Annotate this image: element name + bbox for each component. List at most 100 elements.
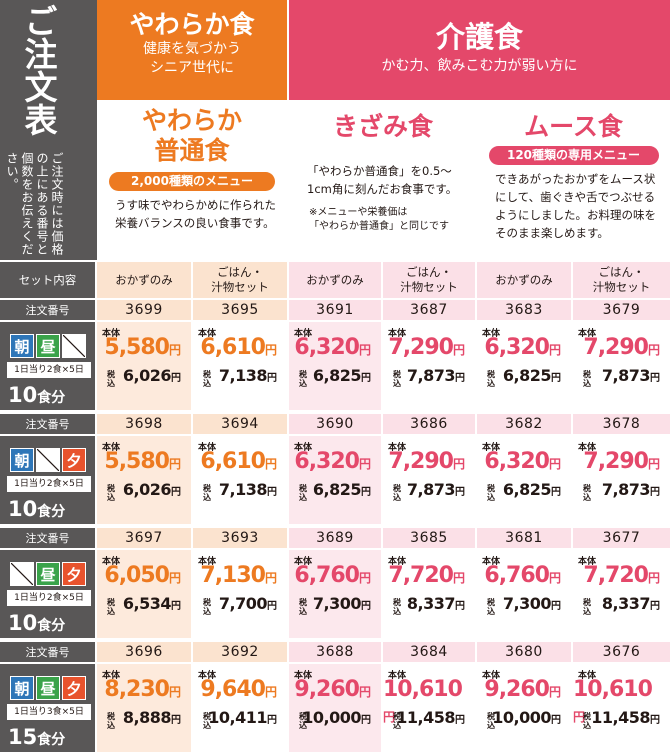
order-number[interactable]: 3683 <box>477 300 571 320</box>
base-price-value: 7,290 <box>388 335 454 360</box>
meal-count: 15食分 <box>8 724 65 752</box>
base-price-value: 10,610 <box>383 677 463 702</box>
panel-kizami-note1: ※メニューや栄養価は <box>309 207 408 218</box>
yen-unit: 円 <box>264 685 277 699</box>
price-cell[interactable]: 本体 7,290円 税込 7,873円 <box>383 436 475 524</box>
order-number[interactable]: 3695 <box>193 300 287 320</box>
yen-unit: 円 <box>452 571 465 585</box>
price-cell[interactable]: 本体 6,320円 税込 6,825円 <box>289 436 381 524</box>
price-cell[interactable]: 本体 9,640円 税込 10,411円 <box>193 664 287 752</box>
meal-icons: 朝昼夕 <box>10 676 88 700</box>
order-number-label: 注文番号 <box>0 414 95 434</box>
order-number[interactable]: 3696 <box>97 642 191 662</box>
order-number[interactable]: 3684 <box>383 642 475 662</box>
dinner-icon: 夕 <box>62 676 86 700</box>
base-price-value: 6,610 <box>200 335 266 360</box>
tax-included-value: 10,000 <box>302 708 361 727</box>
base-price-value: 6,320 <box>294 335 360 360</box>
tax-included-label: 税込 <box>487 484 495 502</box>
tax-included-value: 10,411 <box>208 708 267 727</box>
lunch-icon: 昼 <box>36 334 60 358</box>
order-number[interactable]: 3681 <box>477 528 571 548</box>
tax-included-price: 7,873円 <box>602 480 660 499</box>
tax-included-label: 税込 <box>393 370 401 388</box>
order-number[interactable]: 3678 <box>573 414 670 434</box>
column-header: おかずのみ <box>97 262 191 298</box>
order-number[interactable]: 3677 <box>573 528 670 548</box>
order-number[interactable]: 3699 <box>97 300 191 320</box>
price-cell[interactable]: 本体 9,260円 税込 10,000円 <box>289 664 381 752</box>
tax-included-value: 7,300 <box>502 594 552 613</box>
order-number[interactable]: 3689 <box>289 528 381 548</box>
tax-included-price: 6,825円 <box>313 366 371 385</box>
base-price: 5,580円 <box>104 335 181 360</box>
order-number[interactable]: 3698 <box>97 414 191 434</box>
base-price: 6,610円 <box>200 335 277 360</box>
meal-count: 10食分 <box>8 382 65 411</box>
price-cell[interactable]: 本体 5,580円 税込 6,026円 <box>97 436 191 524</box>
order-number[interactable]: 3680 <box>477 642 571 662</box>
base-price: 7,290円 <box>583 335 660 360</box>
price-cell[interactable]: 本体 5,580円 税込 6,026円 <box>97 322 191 410</box>
per-day-text: 1日当り3食×5日 <box>7 704 91 720</box>
yen-unit: 円 <box>455 487 465 498</box>
order-number[interactable]: 3679 <box>573 300 670 320</box>
tax-included-value: 6,825 <box>312 366 362 385</box>
price-cell[interactable]: 本体 6,320円 税込 6,825円 <box>477 322 571 410</box>
price-cell[interactable]: 本体 6,760円 税込 7,300円 <box>289 550 381 638</box>
price-cell[interactable]: 本体 6,610円 税込 7,138円 <box>193 322 287 410</box>
order-number[interactable]: 3682 <box>477 414 571 434</box>
yen-unit: 円 <box>267 715 277 726</box>
yen-unit: 円 <box>267 601 277 612</box>
price-cell[interactable]: 本体 10,610円 税込 11,458円 <box>383 664 475 752</box>
price-cell[interactable]: 本体 7,720円 税込 8,337円 <box>573 550 670 638</box>
base-price-value: 7,130 <box>200 563 266 588</box>
price-cell[interactable]: 本体 7,130円 税込 7,700円 <box>193 550 287 638</box>
column-header: ごはん・ 汁物セット <box>573 262 670 298</box>
price-cell[interactable]: 本体 9,260円 税込 10,000円 <box>477 664 571 752</box>
base-price: 10,610 円 <box>573 677 660 727</box>
price-cell[interactable]: 本体 6,320円 税込 6,825円 <box>477 436 571 524</box>
order-number[interactable]: 3686 <box>383 414 475 434</box>
order-number[interactable]: 3693 <box>193 528 287 548</box>
base-price-label: 本体 <box>198 671 217 681</box>
meal-count-unit: 食分 <box>37 504 66 520</box>
price-cell[interactable]: 本体 10,610円 税込 11,458円 <box>573 664 670 752</box>
tax-included-price: 7,300円 <box>503 594 561 613</box>
price-cell[interactable]: 本体 7,290円 税込 7,873円 <box>383 322 475 410</box>
tax-included-price: 7,138円 <box>219 366 277 385</box>
order-number[interactable]: 3687 <box>383 300 475 320</box>
tax-included-value: 6,825 <box>312 480 362 499</box>
order-number[interactable]: 3676 <box>573 642 670 662</box>
base-price: 6,610円 <box>200 449 277 474</box>
column-header-line1: ごはん・ <box>406 265 452 279</box>
order-number[interactable]: 3685 <box>383 528 475 548</box>
yen-unit: 円 <box>267 487 277 498</box>
tax-included-label: 税込 <box>583 598 591 616</box>
price-cell[interactable]: 本体 6,760円 税込 7,300円 <box>477 550 571 638</box>
price-cell[interactable]: 本体 7,290円 税込 7,873円 <box>573 322 670 410</box>
price-cell[interactable]: 本体 7,290円 税込 7,873円 <box>573 436 670 524</box>
order-number[interactable]: 3691 <box>289 300 381 320</box>
price-cell[interactable]: 本体 7,720円 税込 8,337円 <box>383 550 475 638</box>
base-price-value: 7,290 <box>583 449 649 474</box>
yen-unit: 円 <box>361 487 371 498</box>
tax-included-label: 税込 <box>203 484 211 502</box>
price-cell[interactable]: 本体 6,610円 税込 7,138円 <box>193 436 287 524</box>
order-number[interactable]: 3692 <box>193 642 287 662</box>
order-number[interactable]: 3690 <box>289 414 381 434</box>
dinner-icon: 夕 <box>62 448 86 472</box>
price-cell[interactable]: 本体 6,320円 税込 6,825円 <box>289 322 381 410</box>
order-number[interactable]: 3697 <box>97 528 191 548</box>
order-number[interactable]: 3694 <box>193 414 287 434</box>
order-number[interactable]: 3688 <box>289 642 381 662</box>
yen-unit: 円 <box>264 343 277 357</box>
price-cell[interactable]: 本体 6,050円 税込 6,534円 <box>97 550 191 638</box>
tax-included-value: 6,825 <box>502 366 552 385</box>
yen-unit: 円 <box>650 373 660 384</box>
column-header-line1: ごはん・ <box>598 265 645 279</box>
price-cell[interactable]: 本体 8,230円 税込 8,888円 <box>97 664 191 752</box>
tax-included-value: 7,873 <box>601 480 651 499</box>
meal-count-unit: 食分 <box>37 390 66 406</box>
yen-unit: 円 <box>452 457 465 471</box>
